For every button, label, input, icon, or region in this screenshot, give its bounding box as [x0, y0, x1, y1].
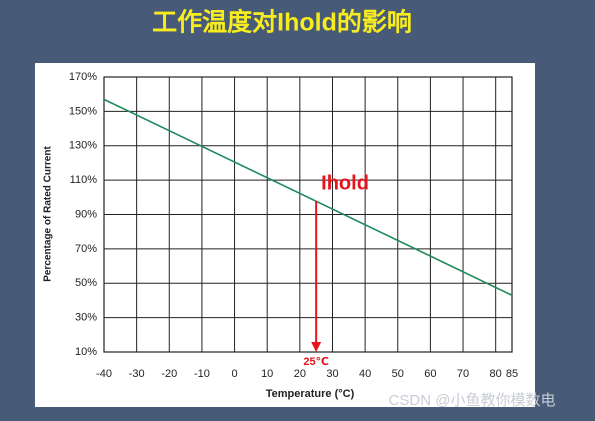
x-axis-label: Temperature (°C): [266, 388, 355, 400]
y-tick-label: 30%: [75, 312, 97, 324]
y-axis-label: Percentage of Rated Current: [43, 146, 54, 282]
x-tick-label: 10: [261, 368, 273, 380]
arrow-head: [311, 342, 322, 352]
x-tick-label: 50: [392, 368, 404, 380]
annotation-label: Ihold: [321, 173, 369, 195]
x-tick-label: 70: [457, 368, 469, 380]
x-tick-label: 60: [424, 368, 436, 380]
y-tick-label: 150%: [69, 105, 97, 117]
data-line: [103, 98, 513, 297]
y-tick-label: 90%: [75, 208, 97, 220]
y-tick-label: 130%: [69, 140, 97, 152]
watermark: CSDN @小鱼教你模数电: [389, 391, 556, 409]
x-tick-label: 80: [490, 368, 502, 380]
y-tick-label: 10%: [75, 346, 97, 358]
chart-panel: [35, 63, 535, 407]
x-tick-label: 30: [326, 368, 338, 380]
x-tick-label: 0: [231, 368, 237, 380]
y-tick-label: 70%: [75, 243, 97, 255]
annotation-label: 25℃: [303, 356, 329, 368]
x-tick-label: -20: [161, 368, 177, 380]
y-tick-label: 50%: [75, 277, 97, 289]
x-tick-label: -10: [194, 368, 210, 380]
y-tick-label: 110%: [70, 174, 98, 186]
x-tick-label: 40: [359, 368, 371, 380]
x-tick-label: -30: [129, 368, 145, 380]
y-tick-label: 170%: [69, 71, 97, 83]
x-tick-label: 20: [294, 368, 306, 380]
plot-frame: [103, 76, 513, 353]
chart-title: 工作温度对Ihold的影响: [152, 8, 412, 37]
x-tick-label: 85: [506, 368, 518, 380]
x-tick-label: -40: [96, 368, 112, 380]
